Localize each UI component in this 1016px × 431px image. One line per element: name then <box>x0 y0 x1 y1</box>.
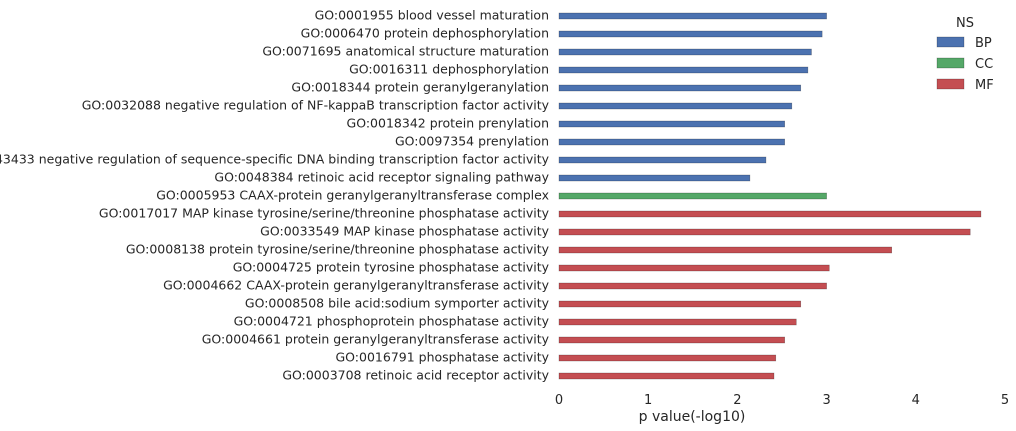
bar-mf-20 <box>558 372 775 380</box>
bar-bp-5 <box>558 102 793 110</box>
category-label: GO:0048384 retinoic acid receptor signal… <box>214 170 549 185</box>
category-label: GO:0071695 anatomical structure maturati… <box>262 44 549 59</box>
bar-bp-3 <box>558 66 809 74</box>
category-label: GO:0006470 protein dephosphorylation <box>301 26 549 41</box>
x-tick-label: 5 <box>1001 393 1009 408</box>
bar-bp-7 <box>558 138 785 146</box>
legend-label-bp: BP <box>975 36 992 51</box>
x-axis-label: p value(-log10) <box>639 409 746 425</box>
bar-bp-4 <box>558 84 802 92</box>
category-label: GO:0018342 protein prenylation <box>347 116 549 131</box>
bar-mf-16 <box>558 300 802 308</box>
category-label: GO:0016791 phosphatase activity <box>335 350 549 365</box>
category-label: GO:0016311 dephosphorylation <box>349 62 549 77</box>
bar-mf-11 <box>558 210 982 218</box>
x-tick-label: 1 <box>644 393 652 408</box>
legend-title: NS <box>956 16 974 31</box>
x-tick-label: 4 <box>912 393 920 408</box>
bar-mf-19 <box>558 354 777 362</box>
bar-cc-10 <box>558 192 827 200</box>
bars-layer <box>558 12 982 380</box>
bar-mf-17 <box>558 318 797 326</box>
legend-label-cc: CC <box>975 57 993 72</box>
bar-mf-14 <box>558 264 830 272</box>
category-label: GO:0004725 protein tyrosine phosphatase … <box>233 260 550 275</box>
category-label: GO:0008508 bile acid:sodium symporter ac… <box>245 296 550 311</box>
legend-swatch-bp <box>936 36 965 48</box>
x-tick-label: 2 <box>733 393 741 408</box>
bar-bp-9 <box>558 174 751 182</box>
category-label: GO:0004661 protein geranylgeranyltransfe… <box>202 332 550 347</box>
bar-mf-18 <box>558 336 785 344</box>
bar-mf-13 <box>558 246 893 254</box>
category-label: GO:0097354 prenylation <box>395 134 549 149</box>
legend-swatch-cc <box>936 57 965 69</box>
legend-swatch-mf <box>936 78 965 90</box>
category-label: GO:0033549 MAP kinase phosphatase activi… <box>260 224 549 239</box>
category-label: GO:0043433 negative regulation of sequen… <box>0 152 550 167</box>
bar-bp-0 <box>558 12 827 20</box>
category-label: GO:0004662 CAAX-protein geranylgeranyltr… <box>163 278 550 293</box>
bar-bp-6 <box>558 120 785 128</box>
category-label: GO:0008138 protein tyrosine/serine/threo… <box>126 242 550 257</box>
legend: NS BP CC MF <box>936 16 994 93</box>
category-label: GO:0001955 blood vessel maturation <box>315 8 549 23</box>
legend-label-mf: MF <box>975 78 994 93</box>
x-axis: 0 1 2 3 4 5 <box>555 393 1009 408</box>
category-label: GO:0032088 negative regulation of NF-kap… <box>82 98 550 113</box>
bar-bp-8 <box>558 156 767 164</box>
bar-mf-15 <box>558 282 827 290</box>
bar-bp-1 <box>558 30 823 38</box>
category-labels: GO:0001955 blood vessel maturation GO:000… <box>0 8 550 383</box>
bar-bp-2 <box>558 48 812 56</box>
bar-mf-12 <box>558 228 971 236</box>
x-tick-label: 0 <box>555 393 563 408</box>
category-label: GO:0005953 CAAX-protein geranylgeranyltr… <box>156 188 549 203</box>
category-label: GO:0004721 phosphoprotein phosphatase ac… <box>234 314 550 329</box>
category-label: GO:0017017 MAP kinase tyrosine/serine/th… <box>99 206 550 221</box>
x-tick-label: 3 <box>822 393 830 408</box>
category-label: GO:0003708 retinoic acid receptor activi… <box>282 368 549 383</box>
category-label: GO:0018344 protein geranylgeranylation <box>291 80 549 95</box>
